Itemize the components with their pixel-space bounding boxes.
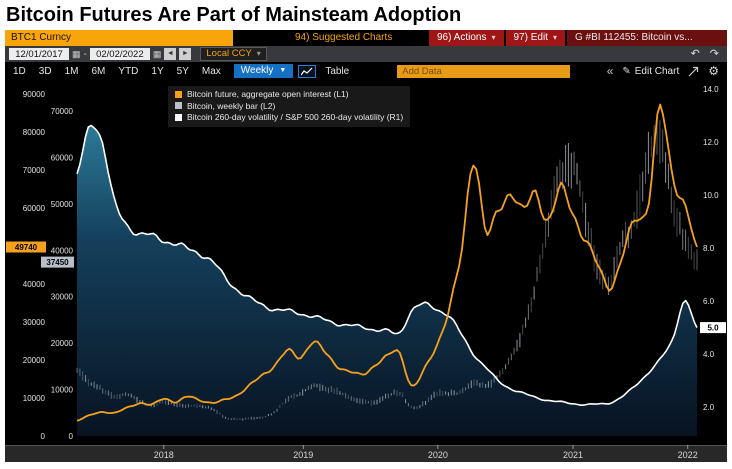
svg-text:10000: 10000 xyxy=(23,394,46,403)
edit-chart-button[interactable]: ✎ Edit Chart xyxy=(622,66,679,77)
actions-menu[interactable]: 96) Actions ▾ xyxy=(429,30,504,46)
legend-label: Bitcoin, weekly bar (L2) xyxy=(187,100,276,111)
chart-tools: « ✎ Edit Chart ⚙ xyxy=(607,64,719,78)
period-button-3d[interactable]: 3D xyxy=(38,65,52,77)
legend-item: Bitcoin 260-day volatility / S&P 500 260… xyxy=(175,112,403,123)
svg-text:2021: 2021 xyxy=(563,450,583,460)
svg-text:14.0: 14.0 xyxy=(703,85,719,94)
calendar-icon[interactable]: ▦ xyxy=(152,49,162,59)
svg-text:20000: 20000 xyxy=(51,339,74,348)
legend-swatch-icon xyxy=(175,90,182,98)
period-button-max[interactable]: Max xyxy=(201,65,221,77)
chart-legend: Bitcoin future, aggregate open interest … xyxy=(168,86,411,127)
legend-item: Bitcoin, weekly bar (L2) xyxy=(175,101,403,112)
end-date-input[interactable] xyxy=(89,48,150,60)
svg-text:5.0: 5.0 xyxy=(707,324,719,333)
svg-text:40000: 40000 xyxy=(51,246,74,255)
prev-period-button[interactable]: ◄ xyxy=(164,48,177,60)
svg-text:0: 0 xyxy=(41,432,46,441)
svg-text:0: 0 xyxy=(69,432,74,441)
news-headline: Bitcoin Futures Are Part of Mainsteam Ad… xyxy=(6,4,462,26)
next-period-button[interactable]: ► xyxy=(179,48,192,60)
redo-icon[interactable]: ↷ xyxy=(709,48,719,60)
frequency-selector[interactable]: Weekly ▼ xyxy=(233,64,294,78)
svg-text:70000: 70000 xyxy=(23,166,46,175)
period-button-1d[interactable]: 1D xyxy=(13,65,26,77)
calendar-icon[interactable]: ▦ xyxy=(72,49,81,59)
svg-text:30000: 30000 xyxy=(23,318,46,327)
price-chart[interactable]: 2018 2019 2020 2021 2022 0 10000 20000 30000 4000… xyxy=(5,80,727,462)
expand-chart-icon[interactable] xyxy=(688,66,699,77)
svg-text:70000: 70000 xyxy=(51,107,74,116)
terminal-window: BTC1 Curncy 94) Suggested Charts 96) Act… xyxy=(5,30,727,462)
svg-text:12.0: 12.0 xyxy=(703,138,719,147)
start-date-input[interactable] xyxy=(9,48,69,60)
svg-text:10000: 10000 xyxy=(51,386,74,395)
svg-text:2022: 2022 xyxy=(678,450,698,460)
table-button[interactable]: Table xyxy=(325,65,350,77)
date-toolbar: ▦ - ▦ ◄ ► Local CCY ▾ ↶ ↷ xyxy=(5,46,727,62)
period-button-6m[interactable]: 6M xyxy=(91,65,106,77)
date-separator: - xyxy=(83,48,87,60)
caret-down-icon: ▾ xyxy=(491,33,496,42)
caret-down-icon: ▼ xyxy=(279,67,287,74)
period-button-ytd[interactable]: YTD xyxy=(118,65,139,77)
currency-selector[interactable]: Local CCY ▾ xyxy=(200,47,267,61)
legend-item: Bitcoin future, aggregate open interest … xyxy=(175,89,403,100)
caret-down-icon: ▾ xyxy=(256,49,261,58)
svg-text:4.0: 4.0 xyxy=(703,350,715,359)
period-button-1m[interactable]: 1M xyxy=(64,65,79,77)
svg-text:10.0: 10.0 xyxy=(703,191,719,200)
svg-text:80000: 80000 xyxy=(23,128,46,137)
titlebar: BTC1 Curncy 94) Suggested Charts 96) Act… xyxy=(5,30,727,46)
svg-text:2018: 2018 xyxy=(154,450,174,460)
legend-swatch-icon xyxy=(175,113,182,121)
actions-label: 96) Actions xyxy=(437,32,487,43)
svg-text:50000: 50000 xyxy=(51,200,74,209)
svg-text:40000: 40000 xyxy=(23,280,46,289)
line-chart-glyph xyxy=(301,67,313,75)
svg-text:6.0: 6.0 xyxy=(703,297,715,306)
chart-area: 2018 2019 2020 2021 2022 0 10000 20000 30000 4000… xyxy=(5,80,727,462)
caret-down-icon: ▾ xyxy=(552,33,557,42)
frequency-label: Weekly xyxy=(240,65,274,76)
svg-text:2020: 2020 xyxy=(428,450,448,460)
period-button-1y[interactable]: 1Y xyxy=(151,65,164,77)
chart-type-icon[interactable] xyxy=(298,64,317,78)
collapse-panel-icon[interactable]: « xyxy=(606,64,614,78)
legend-label: Bitcoin future, aggregate open interest … xyxy=(187,89,349,99)
edit-chart-label: Edit Chart xyxy=(634,65,680,77)
settings-gear-icon[interactable]: ⚙ xyxy=(708,64,719,78)
currency-label: Local CCY xyxy=(206,48,252,59)
svg-text:20000: 20000 xyxy=(23,356,46,365)
svg-text:8.0: 8.0 xyxy=(703,244,715,253)
svg-text:49740: 49740 xyxy=(15,243,38,252)
chart-title: G #BI 112455: Bitcoin vs... xyxy=(566,30,727,46)
undo-icon[interactable]: ↶ xyxy=(690,48,700,60)
legend-swatch-icon xyxy=(175,102,182,110)
ticker-label[interactable]: BTC1 Curncy xyxy=(5,30,233,46)
period-button-5y[interactable]: 5Y xyxy=(176,65,189,77)
period-buttons: 1D 3D 1M 6M YTD 1Y 5Y Max xyxy=(13,66,234,77)
edit-label: 97) Edit xyxy=(513,32,548,43)
svg-text:2.0: 2.0 xyxy=(703,403,715,412)
svg-text:2019: 2019 xyxy=(293,450,313,460)
suggested-charts-button[interactable]: 94) Suggested Charts xyxy=(233,30,429,46)
chart-toolbar: 1D 3D 1M 6M YTD 1Y 5Y Max Weekly ▼ Table « ✎ Ed… xyxy=(5,62,727,80)
svg-text:37450: 37450 xyxy=(46,258,69,267)
svg-text:90000: 90000 xyxy=(23,90,46,99)
svg-text:60000: 60000 xyxy=(23,204,46,213)
svg-text:60000: 60000 xyxy=(51,153,74,162)
edit-menu[interactable]: 97) Edit ▾ xyxy=(505,30,565,46)
svg-text:30000: 30000 xyxy=(51,293,74,302)
add-data-input[interactable] xyxy=(397,64,571,78)
pencil-icon: ✎ xyxy=(622,65,631,77)
legend-label: Bitcoin 260-day volatility / S&P 500 260… xyxy=(187,112,404,122)
